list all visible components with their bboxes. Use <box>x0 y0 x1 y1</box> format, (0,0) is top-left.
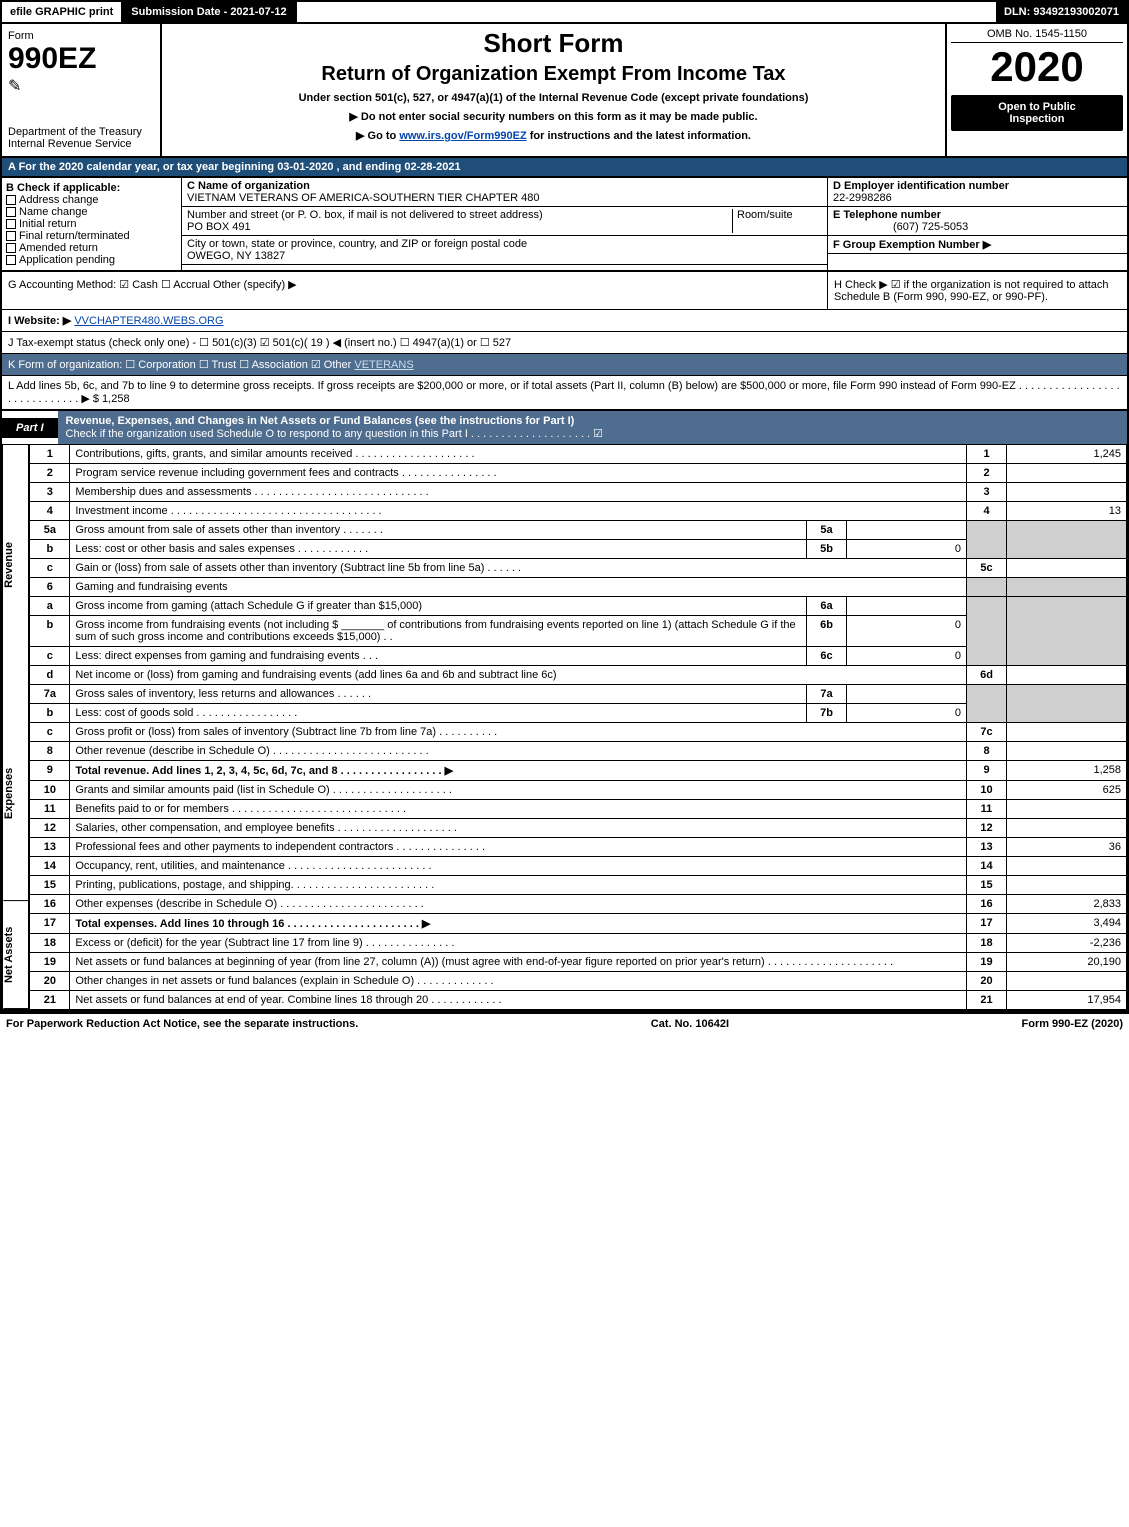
part1-header: Part I Revenue, Expenses, and Changes in… <box>0 411 1129 444</box>
part1-tag: Part I <box>2 418 58 438</box>
submission-date: Submission Date - 2021-07-12 <box>123 2 296 22</box>
paperwork-notice: For Paperwork Reduction Act Notice, see … <box>6 1018 358 1030</box>
ssn-warning: ▶ Do not enter social security numbers o… <box>170 110 937 123</box>
group-exempt-label: F Group Exemption Number ▶ <box>833 239 991 251</box>
tax-year: 2020 <box>951 43 1123 91</box>
ein-label: D Employer identification number <box>833 180 1009 192</box>
form-number: 990EZ <box>8 42 154 76</box>
return-title: Return of Organization Exempt From Incom… <box>170 63 937 86</box>
line-i-pre: I Website: ▶ <box>8 315 71 327</box>
top-bar: efile GRAPHIC print Submission Date - 20… <box>0 0 1129 24</box>
page-footer: For Paperwork Reduction Act Notice, see … <box>0 1012 1129 1034</box>
irs-label: Internal Revenue Service <box>8 138 154 150</box>
line-l: L Add lines 5b, 6c, and 7b to line 9 to … <box>0 376 1129 411</box>
street: PO BOX 491 <box>187 221 251 233</box>
side-netassets: Net Assets <box>3 901 28 1009</box>
cat-no: Cat. No. 10642I <box>651 1018 729 1030</box>
box-c-label: C Name of organization <box>187 180 310 192</box>
side-revenue: Revenue <box>3 445 28 686</box>
ein: 22-2998286 <box>833 192 892 204</box>
efile-label[interactable]: efile GRAPHIC print <box>2 2 123 22</box>
website-link[interactable]: VVCHAPTER480.WEBS.ORG <box>74 315 223 327</box>
lines-table: 1Contributions, gifts, grants, and simil… <box>29 444 1127 1010</box>
line-h: H Check ▶ ☑ if the organization is not r… <box>827 272 1127 309</box>
under-section: Under section 501(c), 527, or 4947(a)(1)… <box>170 92 937 104</box>
part1-title: Revenue, Expenses, and Changes in Net As… <box>66 415 575 427</box>
street-label: Number and street (or P. O. box, if mail… <box>187 209 543 221</box>
line-k-link[interactable]: VETERANS <box>354 359 413 371</box>
tax-period: A For the 2020 calendar year, or tax yea… <box>0 158 1129 178</box>
box-b: B Check if applicable: Address change Na… <box>2 178 182 270</box>
dln: DLN: 93492193002071 <box>996 2 1127 22</box>
line-j: J Tax-exempt status (check only one) - ☐… <box>0 332 1129 354</box>
goto-link[interactable]: ▶ Go to www.irs.gov/Form990EZ for instru… <box>170 129 937 142</box>
phone-label: E Telephone number <box>833 209 941 221</box>
org-name: VIETNAM VETERANS OF AMERICA-SOUTHERN TIE… <box>187 192 539 204</box>
city: OWEGO, NY 13827 <box>187 250 285 262</box>
irs-url[interactable]: www.irs.gov/Form990EZ <box>399 130 526 142</box>
form-ref: Form 990-EZ (2020) <box>1022 1018 1123 1030</box>
room-suite: Room/suite <box>732 209 822 233</box>
line-k-pre: K Form of organization: ☐ Corporation ☐ … <box>8 359 354 371</box>
form-header: Form 990EZ ✎ Department of the Treasury … <box>0 24 1129 158</box>
phone: (607) 725-5053 <box>833 221 968 233</box>
line-g: G Accounting Method: ☑ Cash ☐ Accrual Ot… <box>2 272 827 309</box>
city-label: City or town, state or province, country… <box>187 238 527 250</box>
open-to-public: Open to PublicInspection <box>951 95 1123 131</box>
side-expenses: Expenses <box>3 686 28 901</box>
dept-treasury: Department of the Treasury <box>8 126 154 138</box>
part1-check: Check if the organization used Schedule … <box>66 428 604 440</box>
omb-number: OMB No. 1545-1150 <box>951 28 1123 43</box>
short-form-title: Short Form <box>170 28 937 59</box>
form-word: Form <box>8 30 154 42</box>
